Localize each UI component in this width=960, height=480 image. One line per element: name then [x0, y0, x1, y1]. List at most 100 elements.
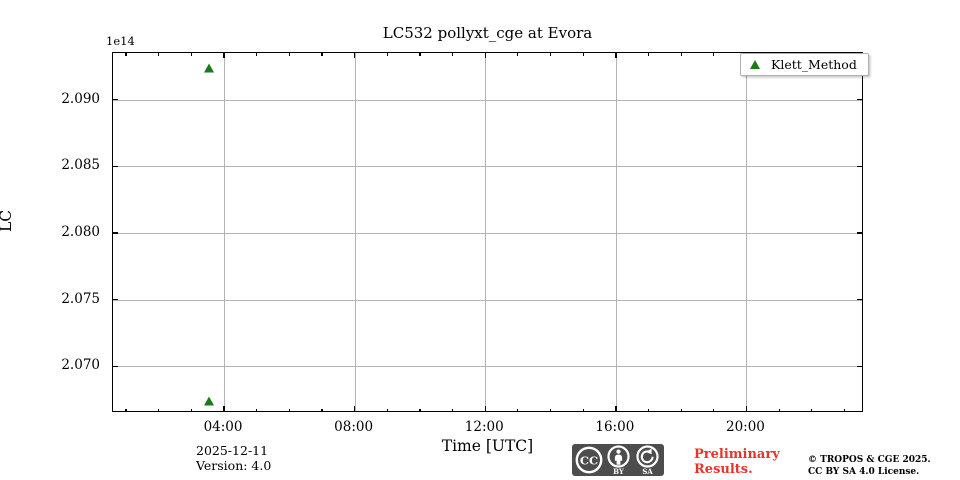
- gridline-vertical: [485, 53, 487, 411]
- x-axis-minor-tick: [713, 52, 715, 56]
- gridline-vertical: [615, 53, 617, 411]
- x-axis-minor-tick: [419, 52, 421, 56]
- x-axis-tick: [353, 52, 356, 58]
- x-axis-tick-label: 08:00: [334, 419, 374, 435]
- x-axis-minor-tick: [288, 408, 290, 412]
- gridline-vertical: [746, 53, 748, 411]
- x-axis-minor-tick: [125, 408, 127, 412]
- svg-text:CC: CC: [580, 453, 598, 467]
- copyright-line-1: © TROPOS & CGE 2025.: [808, 455, 931, 465]
- copyright-license-text: © TROPOS & CGE 2025. CC BY SA 4.0 Licens…: [808, 455, 931, 478]
- y-axis-tick-label: 2.080: [61, 224, 100, 240]
- y-axis-tick: [112, 298, 118, 301]
- x-axis-minor-tick: [451, 52, 454, 56]
- x-axis-tick: [745, 406, 748, 412]
- x-axis-minor-tick: [451, 408, 454, 412]
- cc-by-person-icon: BY: [607, 445, 630, 475]
- legend-marker-triangle-icon: [750, 60, 760, 69]
- license-line-2: CC BY SA 4.0 License.: [808, 466, 920, 477]
- gridline-vertical: [354, 53, 356, 411]
- x-axis-minor-tick: [288, 52, 290, 56]
- x-axis-minor-tick: [811, 408, 813, 412]
- x-axis-tick-label: 12:00: [464, 419, 504, 435]
- x-axis-tick: [223, 406, 225, 412]
- x-axis-minor-tick: [582, 408, 584, 412]
- x-axis-minor-tick: [517, 52, 519, 56]
- y-axis-tick: [857, 165, 863, 168]
- y-axis-tick: [112, 232, 118, 234]
- y-axis-tick-label: 2.090: [61, 90, 100, 107]
- x-axis-minor-tick: [386, 52, 388, 56]
- gridline-horizontal: [113, 166, 862, 168]
- x-axis-minor-tick: [158, 52, 160, 56]
- x-axis-tick-label: 16:00: [595, 419, 635, 435]
- cc-sa-sharealike-icon: SA: [636, 445, 659, 475]
- x-axis-minor-tick: [419, 408, 421, 412]
- y-axis-tick-label: 2.070: [61, 357, 100, 374]
- data-point-marker: [204, 63, 215, 73]
- y-axis-tick: [857, 232, 863, 234]
- gridline-vertical: [224, 53, 226, 411]
- x-axis-minor-tick: [386, 408, 388, 412]
- x-axis-tick: [223, 52, 225, 58]
- x-axis-minor-tick: [125, 52, 127, 56]
- y-axis-offset-exponent: 1e14: [106, 34, 135, 48]
- x-axis-tick: [353, 406, 356, 412]
- y-axis-tick-label: 2.075: [61, 290, 100, 307]
- x-axis-tick: [615, 406, 617, 412]
- x-axis-minor-tick: [256, 52, 258, 56]
- x-axis-minor-tick: [517, 408, 519, 412]
- data-point-marker: [204, 396, 215, 406]
- svg-text:SA: SA: [642, 467, 653, 475]
- gridline-horizontal: [113, 233, 862, 234]
- svg-text:BY: BY: [613, 467, 625, 475]
- x-axis-tick: [484, 406, 486, 412]
- y-axis-tick: [112, 165, 118, 168]
- x-axis-label: Time [UTC]: [441, 437, 534, 455]
- x-axis-tick: [615, 52, 617, 58]
- x-axis-tick: [484, 52, 486, 58]
- y-axis-tick: [857, 98, 863, 101]
- x-axis-minor-tick: [680, 408, 682, 412]
- y-axis-tick: [857, 365, 863, 368]
- gridline-horizontal: [113, 299, 862, 301]
- creative-commons-license-badge[interactable]: CC BY SA: [572, 444, 664, 476]
- footer-date: 2025-12-11: [196, 443, 269, 458]
- plot-axes: [112, 52, 863, 412]
- data-layer: [113, 53, 862, 411]
- cc-circle-icon: CC: [575, 446, 603, 474]
- x-axis-minor-tick: [713, 408, 715, 412]
- chart-legend[interactable]: Klett_Method: [740, 53, 869, 76]
- gridline-horizontal: [113, 366, 862, 368]
- preliminary-line-2: Results.: [694, 462, 753, 477]
- x-axis-tick-label: 04:00: [203, 419, 243, 435]
- x-axis-minor-tick: [582, 52, 584, 56]
- x-axis-minor-tick: [158, 408, 160, 412]
- x-axis-minor-tick: [680, 52, 682, 56]
- grid-layer: [113, 53, 862, 411]
- y-axis-tick: [857, 298, 863, 301]
- preliminary-line-1: Preliminary: [694, 447, 780, 462]
- preliminary-results-notice: Preliminary Results.: [694, 447, 780, 477]
- x-axis-minor-tick: [647, 408, 650, 412]
- x-axis-minor-tick: [321, 52, 323, 56]
- y-axis-tick: [112, 98, 118, 101]
- y-axis-label: LC: [0, 209, 15, 232]
- page-title: LC532 pollyxt_cge at Evora: [382, 24, 593, 42]
- x-axis-minor-tick: [321, 408, 323, 412]
- footer-date-version: 2025-12-11 Version: 4.0: [196, 443, 271, 473]
- x-axis-minor-tick: [778, 408, 780, 412]
- x-axis-minor-tick: [190, 408, 192, 412]
- x-axis-minor-tick: [843, 408, 845, 412]
- y-axis-tick: [112, 365, 118, 368]
- footer-version: Version: 4.0: [196, 458, 272, 473]
- x-axis-minor-tick: [647, 52, 650, 56]
- x-axis-minor-tick: [256, 408, 258, 412]
- y-axis-tick-label: 2.085: [61, 157, 100, 174]
- gridline-horizontal: [113, 99, 862, 101]
- legend-item-label: Klett_Method: [771, 57, 857, 72]
- x-axis-minor-tick: [549, 52, 552, 56]
- x-axis-minor-tick: [190, 52, 192, 56]
- x-axis-tick-label: 20:00: [725, 419, 765, 435]
